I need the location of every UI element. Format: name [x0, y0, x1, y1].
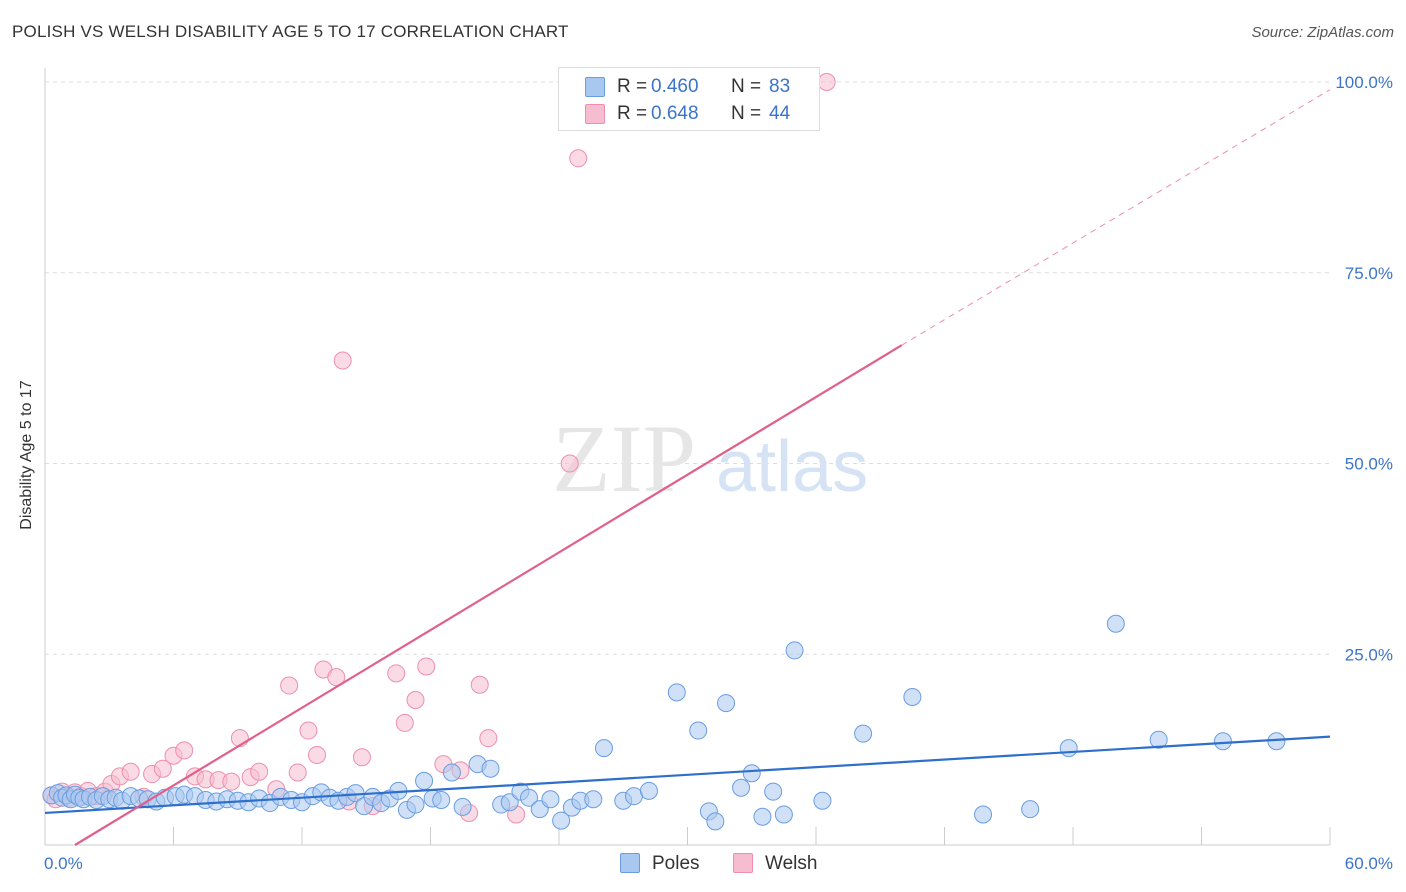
- poles-point: [481, 759, 500, 778]
- poles-point: [624, 787, 643, 806]
- poles-point: [774, 805, 793, 824]
- poles-legend-label: Poles: [652, 853, 700, 874]
- welsh-point: [470, 675, 489, 694]
- poles-point: [432, 790, 451, 809]
- poles-point: [1149, 730, 1168, 749]
- poles-point: [813, 791, 832, 810]
- welsh-point: [352, 748, 371, 767]
- welsh-r-value: 0.648: [651, 103, 699, 124]
- welsh-point: [817, 73, 836, 91]
- welsh-trend-line: [74, 344, 903, 846]
- welsh-n-label: N =: [731, 103, 762, 124]
- y-tick-label: 25.0%: [1345, 645, 1393, 664]
- poles-trend-line: [44, 735, 1331, 815]
- poles-point: [584, 790, 603, 809]
- welsh-point: [175, 741, 194, 760]
- watermark: ZIP atlas: [552, 405, 868, 512]
- poles-point: [854, 724, 873, 743]
- correlation-legend: R = 0.460 N = 83 R = 0.648 N = 44: [558, 67, 820, 131]
- welsh-point: [560, 454, 579, 473]
- welsh-trend-extension: [901, 89, 1331, 346]
- welsh-r-label: R =: [617, 103, 648, 124]
- poles-point: [594, 739, 613, 758]
- poles-point: [732, 778, 751, 797]
- poles-swatch: [585, 77, 605, 97]
- welsh-point: [395, 713, 414, 732]
- welsh-point: [153, 759, 172, 778]
- poles-point: [1021, 800, 1040, 819]
- poles-point: [706, 812, 725, 831]
- chart-title: POLISH VS WELSH DISABILITY AGE 5 TO 17 C…: [12, 22, 569, 41]
- poles-point: [552, 811, 571, 830]
- poles-point: [903, 687, 922, 706]
- poles-point: [667, 683, 686, 702]
- gridlines: [45, 81, 1330, 655]
- welsh-point: [387, 664, 406, 683]
- poles-point: [1059, 739, 1078, 758]
- poles-r-label: R =: [617, 76, 648, 97]
- poles-point: [500, 793, 519, 812]
- welsh-point: [479, 729, 498, 748]
- tick-labels: 25.0% 50.0% 75.0% 100.0% 0.0% 60.0%: [44, 73, 1393, 873]
- poles-n-value: 83: [769, 76, 791, 97]
- x-tick-label-max: 60.0%: [1345, 854, 1393, 873]
- y-tick-label: 75.0%: [1345, 264, 1393, 283]
- poles-point: [520, 788, 539, 807]
- poles-point: [764, 782, 783, 801]
- poles-r-value: 0.460: [651, 76, 699, 97]
- welsh-legend-label: Welsh: [765, 853, 818, 874]
- poles-point: [541, 790, 560, 809]
- welsh-point: [222, 772, 241, 791]
- welsh-point: [569, 149, 588, 168]
- poles-point: [1213, 732, 1232, 751]
- poles-point: [415, 771, 434, 790]
- poles-point: [689, 721, 708, 740]
- source-label: Source: ZipAtlas.com: [1251, 24, 1394, 41]
- trend-lines: [44, 89, 1331, 846]
- welsh-point: [327, 668, 346, 687]
- axes: [44, 68, 1331, 846]
- welsh-point: [250, 762, 269, 781]
- welsh-point: [299, 721, 318, 740]
- poles-n-label: N =: [731, 76, 762, 97]
- welsh-legend-swatch: [733, 853, 753, 873]
- poles-series: [42, 614, 1286, 831]
- welsh-point: [307, 745, 326, 764]
- poles-point: [974, 805, 993, 824]
- welsh-point: [121, 762, 140, 781]
- welsh-point: [417, 657, 436, 676]
- poles-point: [406, 795, 425, 814]
- poles-point: [639, 781, 658, 800]
- watermark-atlas: atlas: [716, 427, 868, 507]
- poles-point: [742, 764, 761, 783]
- welsh-swatch: [585, 104, 605, 124]
- poles-point: [717, 694, 736, 713]
- welsh-n-value: 44: [769, 103, 791, 124]
- poles-point: [753, 807, 772, 826]
- poles-point: [1106, 614, 1125, 633]
- y-tick-label: 50.0%: [1345, 455, 1393, 474]
- poles-point: [785, 641, 804, 660]
- welsh-point: [406, 691, 425, 710]
- poles-legend-swatch: [620, 853, 640, 873]
- poles-point: [453, 797, 472, 816]
- x-tick-label-min: 0.0%: [44, 854, 83, 873]
- y-tick-label: 100.0%: [1335, 73, 1393, 92]
- welsh-point: [333, 351, 352, 370]
- poles-point: [442, 763, 461, 782]
- welsh-point: [288, 763, 307, 782]
- welsh-point: [280, 676, 299, 695]
